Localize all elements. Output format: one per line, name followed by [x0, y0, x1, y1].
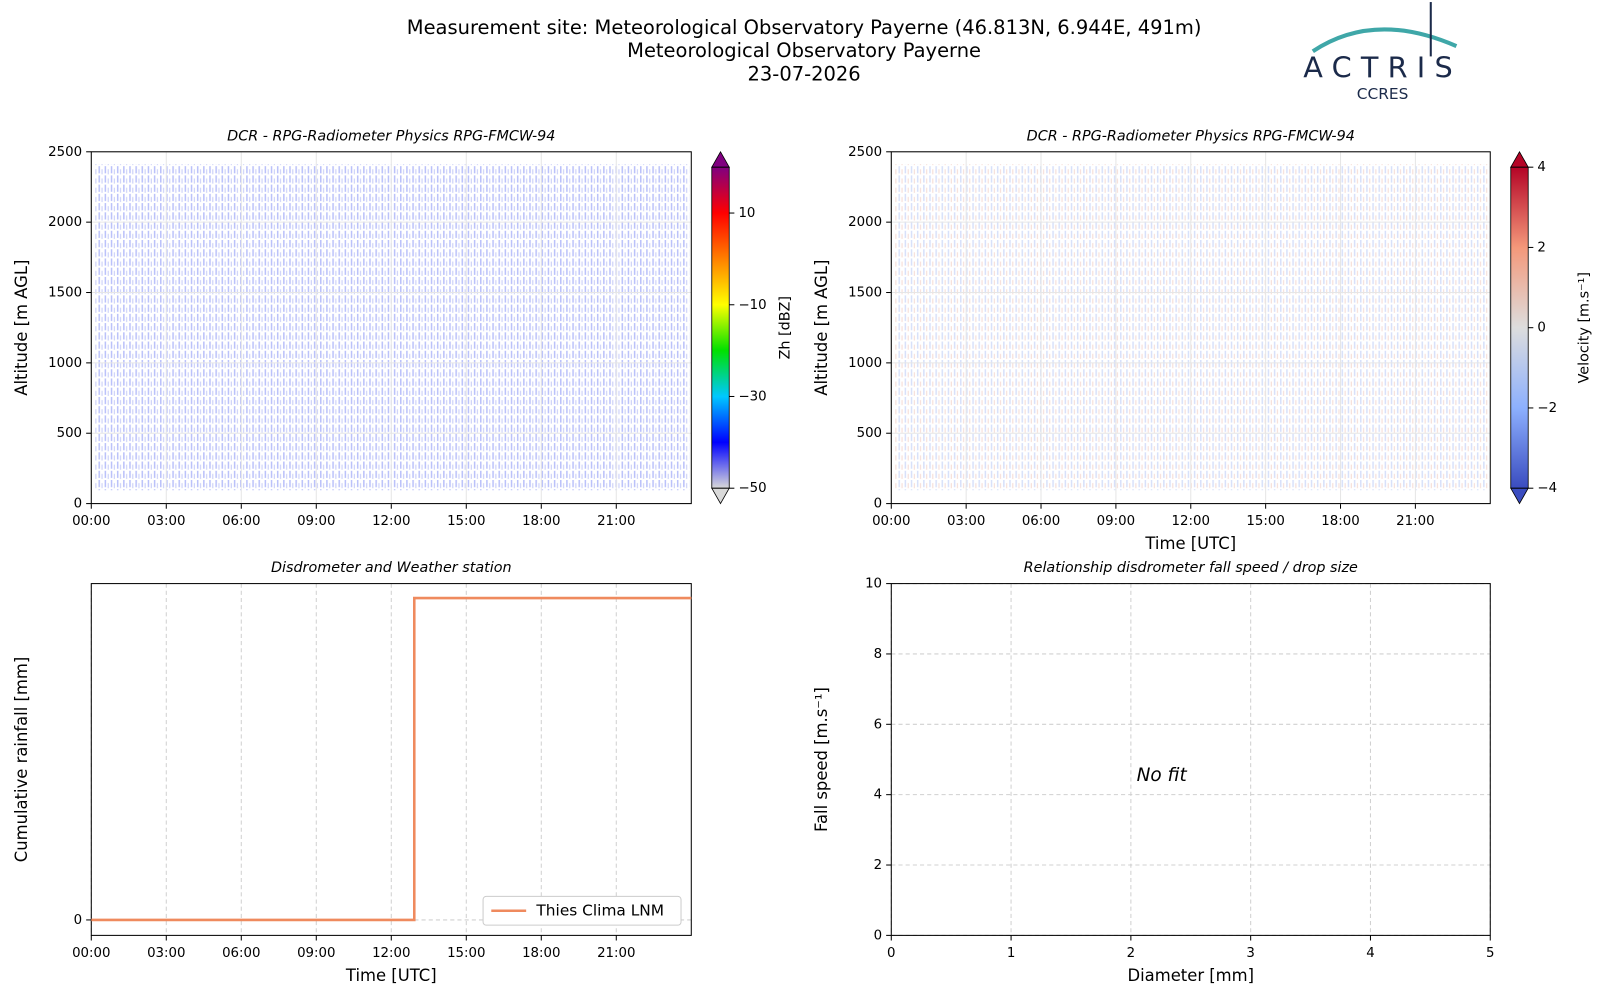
x-tick-label: 06:00 — [1022, 514, 1060, 529]
plot-frame — [90, 151, 692, 505]
colorbar-tick-label: −2 — [1537, 401, 1557, 416]
colorbar-extend — [711, 487, 730, 505]
plot-frame — [90, 583, 692, 936]
x-axis-label: Time [UTC] — [345, 966, 437, 985]
x-tick-label: 15:00 — [447, 946, 485, 961]
x-tick-label: 1 — [1007, 946, 1015, 961]
x-tick-label: 09:00 — [1097, 514, 1135, 529]
colorbar-tick-label: −10 — [738, 298, 766, 313]
panel-title: Relationship disdrometer fall speed / dr… — [1024, 560, 1358, 576]
y-tick-label: 6 — [874, 717, 882, 732]
x-tick-label: 12:00 — [1172, 514, 1210, 529]
colorbar-tick-label: 4 — [1537, 160, 1545, 175]
colorbar-extend — [1510, 150, 1529, 168]
colorbar-extend — [1510, 487, 1529, 505]
y-tick-label: 0 — [74, 497, 82, 512]
x-tick-label: 00:00 — [72, 946, 110, 961]
logo-subtext: CCRES — [1357, 85, 1409, 103]
y-tick-label: 2 — [874, 858, 882, 873]
colorbar — [711, 167, 730, 489]
legend-box — [482, 895, 682, 926]
x-tick-label: 4 — [1366, 946, 1374, 961]
panel-title: DCR - RPG-Radiometer Physics RPG-FMCW-94 — [227, 128, 555, 144]
y-tick-label: 0 — [874, 497, 882, 512]
y-tick-label: 4 — [874, 788, 882, 803]
plot-frame — [890, 583, 1491, 936]
x-tick-label: 09:00 — [297, 514, 335, 529]
colorbar-frame — [711, 166, 730, 489]
x-tick-label: 5 — [1486, 946, 1494, 961]
y-tick-label: 2000 — [48, 215, 82, 230]
figure-date: 23-07-2026 — [748, 62, 861, 85]
series-line — [91, 596, 692, 922]
y-tick-label: 1000 — [48, 356, 82, 371]
x-tick-label: 09:00 — [297, 946, 335, 961]
y-tick-label: 2500 — [48, 145, 82, 160]
logo-text: ACTRIS — [1303, 51, 1462, 85]
x-tick-label: 15:00 — [447, 514, 485, 529]
y-tick-label: 1500 — [848, 286, 882, 301]
colorbar-tick-label: −30 — [738, 389, 766, 404]
colorbar-tick-label: 2 — [1537, 240, 1545, 255]
x-tick-label: 18:00 — [522, 514, 560, 529]
x-tick-label: 18:00 — [1321, 514, 1359, 529]
y-tick-label: 2500 — [848, 145, 882, 160]
radar-echo-texture — [894, 164, 1490, 491]
colorbar-tick-label: 0 — [1537, 321, 1545, 336]
x-tick-label: 18:00 — [522, 946, 560, 961]
colorbar-label: Velocity [m.s⁻¹] — [1577, 272, 1593, 383]
x-tick-label: 06:00 — [222, 514, 260, 529]
y-tick-label: 10 — [865, 577, 882, 592]
x-tick-label: 21:00 — [597, 514, 635, 529]
y-tick-label: 500 — [57, 426, 82, 441]
plot-frame — [890, 151, 1491, 505]
y-tick-label: 1500 — [48, 286, 82, 301]
colorbar-label: Zh [dBZ] — [778, 296, 794, 359]
y-axis-label: Fall speed [m.s⁻¹] — [812, 687, 831, 832]
x-tick-label: 03:00 — [147, 946, 185, 961]
colorbar-extend — [711, 150, 730, 168]
logo-arc — [1311, 27, 1458, 53]
x-tick-label: 00:00 — [872, 514, 910, 529]
radar-echo-texture — [94, 164, 690, 491]
panel-title: DCR - RPG-Radiometer Physics RPG-FMCW-94 — [1027, 128, 1355, 144]
colorbar-tick-label: −50 — [738, 481, 766, 496]
figure-subtitle: Meteorological Observatory Payerne — [627, 39, 981, 62]
x-tick-label: 00:00 — [72, 514, 110, 529]
x-tick-label: 2 — [1127, 946, 1135, 961]
y-tick-label: 8 — [874, 647, 882, 662]
panel-title: Disdrometer and Weather station — [271, 560, 512, 576]
figure-title: Measurement site: Meteorological Observa… — [407, 16, 1202, 39]
x-tick-label: 0 — [887, 946, 895, 961]
colorbar-tick-label: −4 — [1537, 481, 1557, 496]
x-tick-label: 12:00 — [372, 514, 410, 529]
x-tick-label: 15:00 — [1246, 514, 1284, 529]
annotation: No fit — [1137, 765, 1188, 786]
y-axis-label: Altitude [m AGL] — [12, 260, 31, 396]
colorbar — [1510, 167, 1529, 489]
y-tick-label: 1000 — [848, 356, 882, 371]
x-tick-label: 12:00 — [372, 946, 410, 961]
x-tick-label: 21:00 — [1396, 514, 1434, 529]
y-tick-label: 2000 — [848, 215, 882, 230]
y-tick-label: 500 — [857, 426, 882, 441]
x-tick-label: 03:00 — [947, 514, 985, 529]
x-tick-label: 06:00 — [222, 946, 260, 961]
x-tick-label: 21:00 — [597, 946, 635, 961]
y-axis-label: Altitude [m AGL] — [812, 260, 831, 396]
x-axis-label: Time [UTC] — [1144, 534, 1236, 553]
y-tick-label: 0 — [74, 913, 82, 928]
x-tick-label: 3 — [1246, 946, 1254, 961]
x-tick-label: 03:00 — [147, 514, 185, 529]
y-axis-label: Cumulative rainfall [mm] — [12, 657, 31, 863]
x-axis-label: Diameter [mm] — [1127, 966, 1254, 985]
y-tick-label: 0 — [874, 928, 882, 943]
colorbar-tick-label: 10 — [738, 206, 755, 221]
legend-label: Thies Clima LNM — [535, 901, 664, 919]
